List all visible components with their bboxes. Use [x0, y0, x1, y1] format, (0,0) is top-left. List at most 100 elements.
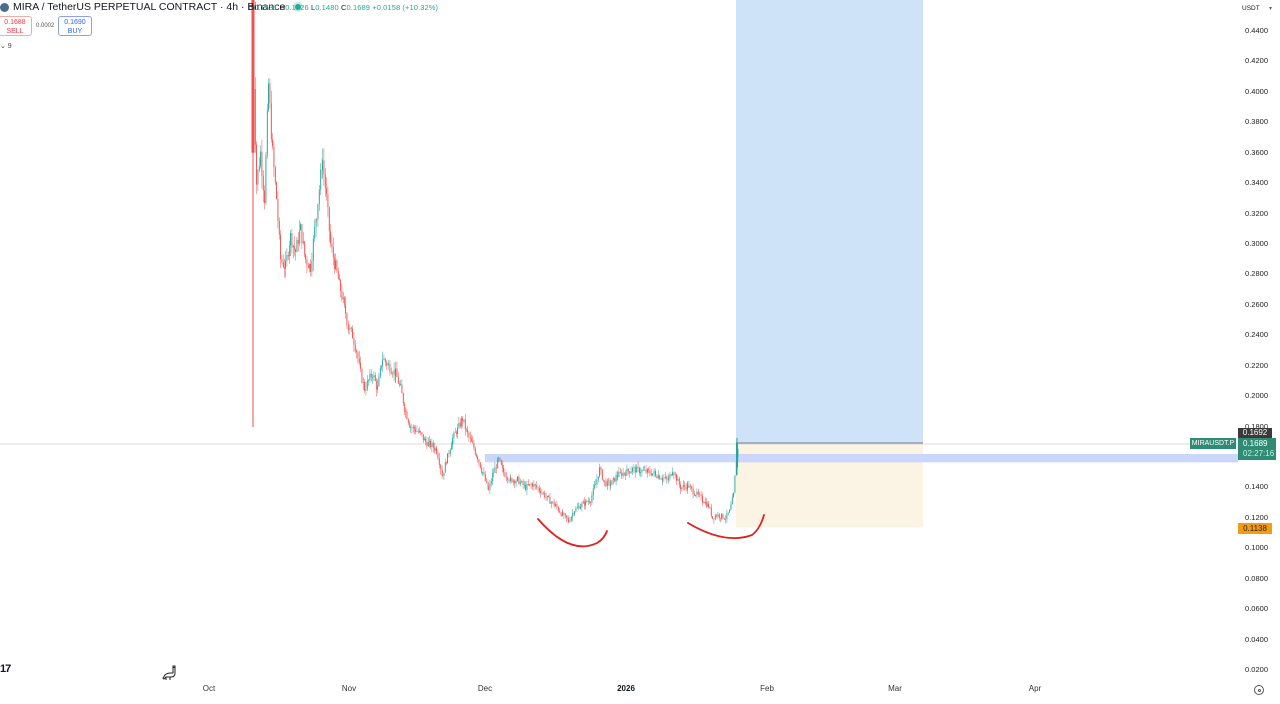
candle-body	[695, 495, 696, 496]
candle-body	[471, 438, 473, 442]
candle-body	[689, 485, 691, 487]
candle-body	[673, 472, 675, 476]
candle-body	[339, 279, 341, 281]
candle-body	[700, 494, 702, 496]
candle-body	[541, 492, 543, 494]
candle-body	[548, 495, 549, 497]
candle-body	[451, 444, 453, 450]
price-axis-label: 0.2600	[1245, 299, 1268, 309]
candle-body	[396, 368, 398, 377]
candle-body	[383, 358, 385, 360]
candle-body	[522, 481, 524, 486]
price-axis-label: 0.0400	[1245, 634, 1268, 644]
candle-body	[495, 467, 497, 469]
candle-body	[662, 478, 663, 481]
candle-body	[718, 514, 720, 518]
target-zone	[736, 0, 923, 444]
candle-body	[427, 441, 429, 447]
price-axis-label: 0.0800	[1245, 573, 1268, 583]
candle-body	[256, 144, 257, 185]
candle-body	[529, 483, 531, 486]
candle-body	[664, 476, 666, 479]
candle-body	[550, 502, 552, 504]
candle-body	[630, 471, 632, 474]
price-axis-label: 0.3000	[1245, 239, 1268, 248]
settings-icon[interactable]	[1254, 685, 1264, 695]
buy-button[interactable]: 0.1690 BUY	[58, 16, 92, 36]
price-axis-label: 0.2200	[1245, 360, 1268, 370]
candle-body	[660, 479, 662, 480]
indicators-collapse-button[interactable]: ⌄ 9	[0, 43, 12, 50]
candle-body	[534, 484, 536, 486]
currency-selector[interactable]: USDT ▾	[1238, 2, 1276, 16]
candle-body	[498, 458, 499, 459]
candle-body	[415, 429, 416, 432]
candle-body	[649, 470, 651, 474]
candle-body	[704, 501, 706, 504]
rounding-bottom-drawing	[687, 514, 765, 540]
candle-body	[334, 257, 336, 270]
candle-body	[436, 448, 437, 453]
candle-body	[472, 441, 473, 443]
symbol-label-tag: MIRAUSDT.P	[1190, 438, 1236, 449]
change-value: +0.0158 (+10.32%)	[372, 3, 439, 12]
candle-body	[448, 453, 450, 454]
candle-body	[316, 219, 317, 220]
candle-body	[610, 484, 611, 486]
candle-body	[356, 350, 357, 353]
candle-body	[323, 160, 325, 175]
time-axis-label: Nov	[341, 684, 357, 693]
candle-body	[497, 458, 499, 469]
candle-body	[321, 169, 323, 171]
candle-body	[521, 481, 523, 482]
candle-body	[641, 470, 643, 473]
candle-body	[261, 151, 263, 176]
tradingview-logo[interactable]: 17	[0, 663, 11, 675]
candle-body	[618, 471, 620, 477]
candle-body	[505, 476, 507, 478]
candle-body	[443, 472, 445, 476]
candle-body	[454, 432, 456, 433]
candle-body	[503, 467, 504, 473]
candle-body	[473, 442, 475, 449]
candle-body	[251, 0, 255, 153]
candle-body	[488, 489, 489, 490]
candle-body	[639, 467, 640, 473]
candle-body	[502, 464, 504, 468]
candle-body	[567, 518, 569, 520]
candle-body	[582, 501, 584, 504]
candle-body	[552, 501, 554, 503]
candle-body	[277, 199, 279, 221]
candle-body	[342, 297, 344, 300]
candle-body	[349, 327, 351, 330]
price-axis-label: 0.2800	[1245, 269, 1268, 279]
candle-body	[469, 436, 471, 439]
candle-body	[447, 453, 448, 464]
candle-body	[466, 429, 468, 430]
time-axis-label: 2026	[617, 684, 635, 693]
candle-body	[680, 484, 681, 490]
symbol-header[interactable]: MIRA / TetherUS PERPETUAL CONTRACT · 4h …	[0, 1, 305, 13]
currency-value: USDT	[1242, 5, 1260, 12]
candle-body	[369, 373, 371, 381]
candle-body	[669, 474, 671, 479]
candle-body	[387, 364, 389, 366]
candle-body	[569, 520, 571, 522]
candle-body	[608, 480, 610, 482]
candle-body	[570, 516, 572, 521]
candle-body	[629, 471, 631, 474]
candle-body	[335, 260, 336, 270]
last-price-tag: 0.1689 02:27:16	[1238, 438, 1276, 460]
candle-body	[713, 518, 715, 520]
price-axis-label: 0.3800	[1245, 117, 1268, 127]
candle-body	[563, 513, 565, 515]
candle-body	[411, 427, 413, 428]
candle-body	[493, 472, 494, 474]
candle-body	[645, 469, 647, 473]
sell-button[interactable]: 0.1688 SELL	[0, 16, 32, 36]
candle-body	[659, 475, 661, 480]
candle-body	[431, 442, 433, 447]
dinosaur-icon[interactable]	[161, 664, 179, 682]
time-axis-label: Oct	[202, 684, 216, 693]
